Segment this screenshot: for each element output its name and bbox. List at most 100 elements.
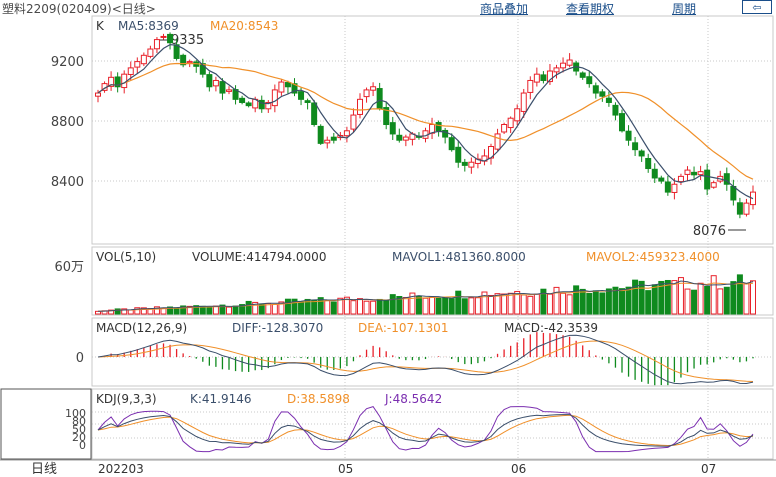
legend-vol: VOL(5,10) — [96, 250, 156, 264]
volume-bar — [95, 310, 101, 315]
volume-bar — [481, 291, 488, 315]
volume-bar — [304, 298, 311, 315]
volume-bar — [736, 274, 743, 315]
candle-body — [612, 104, 619, 116]
volume-bar — [324, 300, 331, 315]
candle-body — [533, 73, 540, 83]
candle-body — [743, 202, 750, 215]
legend-ma5: MA5:8369 — [118, 19, 179, 33]
candle-body — [566, 59, 573, 66]
candle-body — [324, 139, 331, 144]
xtick-06: 06 — [511, 462, 526, 476]
volume-bar — [429, 296, 436, 315]
xtick-07: 07 — [701, 462, 716, 476]
candle-body — [723, 173, 730, 185]
volume-bar — [370, 300, 377, 315]
candle-body — [140, 54, 147, 65]
candle-body — [383, 107, 390, 125]
volume-bar — [357, 298, 363, 315]
volume-bar — [245, 300, 252, 315]
volume-bar — [271, 303, 278, 315]
candle-body — [127, 67, 134, 75]
volume-bar — [409, 292, 416, 315]
candle-body — [134, 61, 141, 68]
volume-bar — [599, 292, 606, 315]
candle-body — [239, 97, 246, 103]
legend-diff: DIFF:-128.3070 — [232, 321, 323, 335]
legend-macd-value: MACD:-42.3539 — [504, 321, 598, 335]
candle-body — [455, 146, 462, 163]
candle-body — [343, 130, 350, 137]
candle-body — [304, 100, 311, 103]
candle-body — [271, 89, 278, 107]
volume-legend: VOL(5,10) VOLUME:414794.0000 MAVOL1:4813… — [96, 250, 720, 264]
xtick-05: 05 — [338, 462, 353, 476]
candle-body — [95, 92, 101, 97]
volume-bar — [704, 285, 711, 315]
candle-body — [520, 92, 527, 112]
candle-body — [376, 88, 383, 110]
candle-body — [619, 113, 625, 132]
candle-body — [258, 99, 265, 110]
volume-bar — [468, 297, 475, 315]
candle-body — [632, 142, 639, 151]
volume-bar — [605, 288, 612, 315]
candle-body — [298, 91, 305, 100]
volume-bar — [186, 305, 193, 315]
x-corner-label: 日线 — [31, 462, 57, 477]
kdj-k-line — [97, 414, 754, 447]
volume-bar — [612, 286, 619, 315]
volume-bar — [415, 295, 422, 315]
candle-body — [180, 54, 187, 66]
volume-bar — [422, 297, 429, 315]
kdj-side-box — [0, 388, 92, 460]
xtick-202203: 202203 — [98, 462, 144, 476]
volume-bar — [232, 305, 239, 315]
volume-bar — [402, 296, 409, 315]
volume-bar — [520, 294, 527, 315]
candle-body — [579, 72, 586, 78]
volume-bar — [494, 293, 501, 315]
volume-bar — [206, 306, 213, 315]
candle-body — [691, 171, 698, 176]
volume-bar — [750, 280, 756, 315]
candle-body — [350, 114, 357, 130]
volume-bar — [638, 280, 645, 315]
candle-body — [684, 169, 691, 175]
view-options-button[interactable]: 查看期权 — [566, 2, 615, 16]
candle-body — [625, 130, 632, 141]
volume-bar — [258, 303, 265, 315]
kdj-ytick-0: 0 — [79, 439, 86, 452]
overlay-commodity-button[interactable]: 商品叠加 — [480, 2, 529, 16]
candle-body — [546, 70, 553, 83]
volume-bar — [442, 297, 449, 315]
candle-body — [697, 171, 704, 176]
volume-bar — [291, 298, 298, 315]
ytick-8400: 8400 — [51, 175, 84, 190]
candle-body — [219, 81, 226, 94]
candle-body — [710, 182, 717, 188]
candle-body — [586, 76, 593, 85]
candle-body — [730, 185, 737, 201]
volume-bar — [212, 305, 219, 315]
candle-body — [442, 129, 449, 138]
volume-bar — [226, 306, 232, 315]
volume-bar — [743, 283, 750, 315]
candle-body — [599, 91, 606, 97]
volume-bar — [533, 293, 540, 315]
candle-body — [461, 161, 468, 166]
legend-ma20: MA20:8543 — [210, 19, 278, 33]
back-icon[interactable]: ⇦ — [742, 0, 772, 14]
candle-body — [553, 67, 560, 73]
macd-ytick: 0 — [76, 351, 84, 366]
legend-dea: DEA:-107.1301 — [358, 321, 448, 335]
candle-body — [153, 39, 160, 50]
chart-title: 塑料2209(020409)<日线> — [2, 2, 156, 16]
volume-bar — [501, 293, 508, 315]
volume-bar — [363, 300, 370, 315]
candle-body — [186, 61, 193, 64]
volume-bar — [134, 307, 141, 315]
candle-body — [311, 102, 318, 125]
legend-k: K — [96, 19, 105, 33]
period-button[interactable]: 周期 — [672, 2, 697, 16]
